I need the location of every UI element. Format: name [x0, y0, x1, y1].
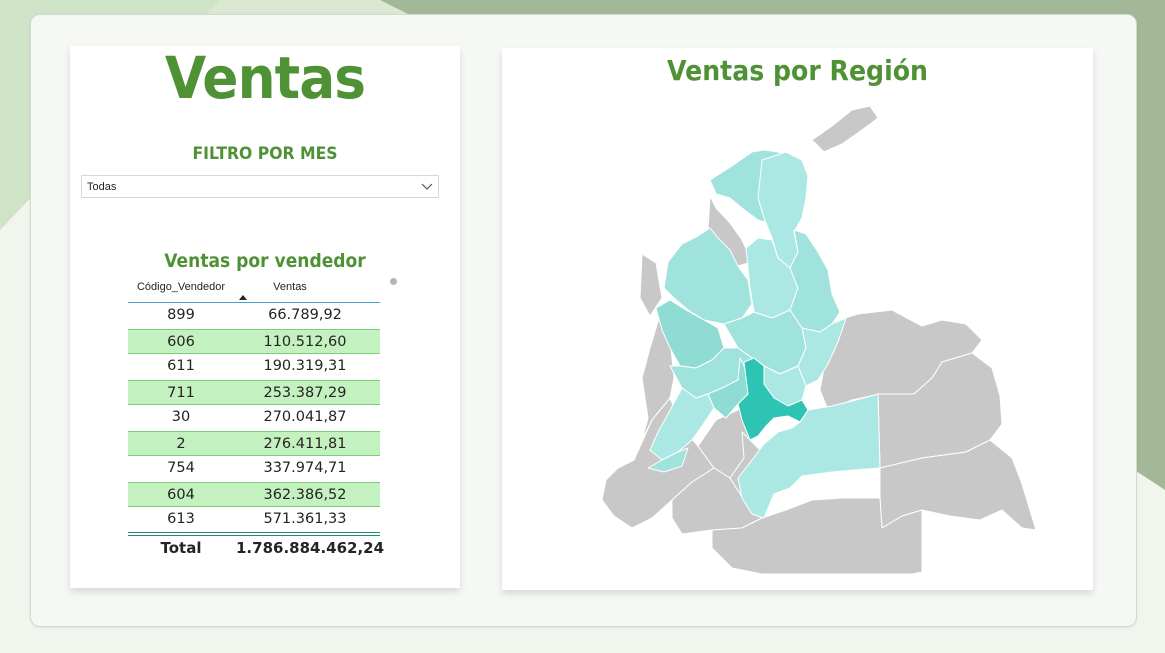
sort-ascending-icon[interactable] [239, 295, 247, 300]
table-row[interactable]: 30 270.041,87 [128, 405, 380, 431]
table-row[interactable]: 711 253.387,29 [128, 379, 380, 405]
filter-label: FILTRO POR MES [192, 144, 338, 164]
cell-code: 711 [167, 384, 195, 401]
map-region[interactable] [647, 447, 689, 473]
map-title: Ventas por Región [667, 54, 928, 87]
page-title: Ventas [164, 44, 366, 112]
map-region[interactable] [737, 393, 881, 519]
cell-code: 604 [167, 486, 195, 503]
map-region[interactable] [639, 253, 663, 317]
scroll-indicator[interactable] [390, 278, 397, 285]
table-title: Ventas por vendedor [164, 250, 366, 272]
table-body: 899 66.789,92 606 110.512,60 611 190.319,31… [128, 303, 380, 533]
total-divider [128, 535, 380, 536]
cell-code: 30 [171, 409, 191, 425]
total-divider [128, 532, 380, 533]
cell-sales: 253.387,29 [263, 384, 347, 401]
table-row[interactable]: 604 362.386,52 [128, 481, 380, 507]
month-filter-dropdown[interactable]: Todas [81, 175, 439, 198]
table-row[interactable]: 899 66.789,92 [128, 303, 380, 329]
total-value: 1.786.884.462,24 [236, 539, 385, 557]
dropdown-selected-value: Todas [87, 181, 117, 193]
cell-sales: 110.512,60 [263, 333, 347, 350]
cell-code: 606 [167, 333, 195, 350]
map-region[interactable] [649, 387, 715, 461]
column-header-sales[interactable]: Ventas [273, 281, 307, 293]
table-row[interactable]: 606 110.512,60 [128, 328, 380, 354]
cell-sales: 571.361,33 [263, 511, 347, 527]
chevron-down-icon[interactable] [420, 180, 434, 194]
table-row[interactable]: 611 190.319,31 [128, 354, 380, 380]
total-label: Total [160, 539, 202, 557]
cell-code: 613 [167, 511, 195, 527]
region-map[interactable] [502, 48, 1093, 590]
cell-sales: 190.319,31 [263, 358, 347, 374]
cell-sales: 337.974,71 [263, 460, 347, 476]
map-region[interactable] [811, 105, 879, 153]
table-row[interactable]: 754 337.974,71 [128, 456, 380, 482]
column-header-code[interactable]: Código_Vendedor [136, 281, 226, 293]
cell-sales: 276.411,81 [263, 435, 347, 452]
map-region[interactable] [789, 229, 841, 333]
cell-sales: 362.386,52 [263, 486, 347, 503]
cell-sales: 66.789,92 [268, 307, 342, 323]
cell-code: 899 [167, 307, 195, 323]
left-panel: Ventas FILTRO POR MES Todas Ventas por v… [70, 44, 460, 588]
cell-code: 611 [167, 358, 195, 374]
header-divider [128, 302, 380, 303]
cell-sales: 270.041,87 [263, 409, 347, 425]
cell-code: 754 [167, 460, 195, 476]
map-panel: Ventas por Región [502, 48, 1093, 590]
cell-code: 2 [176, 435, 186, 452]
map-region[interactable] [711, 497, 923, 575]
map-region[interactable] [797, 317, 847, 387]
table-row[interactable]: 2 276.411,81 [128, 430, 380, 456]
map-region[interactable] [663, 227, 753, 325]
table-row[interactable]: 613 571.361,33 [128, 507, 380, 533]
map-region[interactable] [737, 357, 809, 441]
